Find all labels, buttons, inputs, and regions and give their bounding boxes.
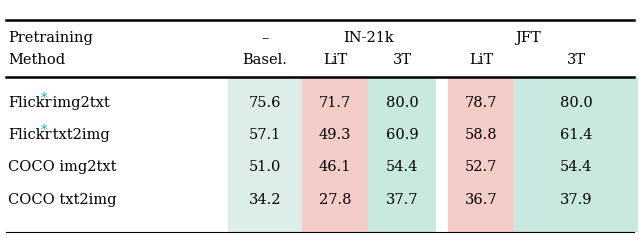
- Text: 37.9: 37.9: [560, 193, 592, 207]
- Text: 46.1: 46.1: [319, 160, 351, 174]
- Text: 36.7: 36.7: [465, 193, 497, 207]
- Bar: [302, 151, 368, 183]
- Text: –: –: [261, 31, 269, 45]
- Text: 71.7: 71.7: [319, 96, 351, 110]
- Bar: [448, 183, 514, 232]
- Text: 60.9: 60.9: [386, 128, 419, 142]
- Text: 52.7: 52.7: [465, 160, 497, 174]
- Bar: [514, 119, 638, 151]
- Text: Flickr*: Flickr*: [8, 96, 59, 110]
- Text: Method: Method: [8, 53, 65, 67]
- Bar: [448, 119, 514, 151]
- Text: Basel.: Basel.: [243, 53, 287, 67]
- Text: 58.8: 58.8: [465, 128, 497, 142]
- Text: JFT: JFT: [516, 31, 541, 45]
- Bar: [448, 151, 514, 183]
- Bar: [448, 77, 514, 119]
- Text: 80.0: 80.0: [559, 96, 593, 110]
- Text: 54.4: 54.4: [560, 160, 592, 174]
- Bar: [368, 119, 436, 151]
- Text: COCO txt2img: COCO txt2img: [8, 193, 116, 207]
- Bar: [514, 77, 638, 119]
- Bar: [368, 77, 436, 119]
- Text: 3T: 3T: [566, 53, 586, 67]
- Text: 75.6: 75.6: [249, 96, 281, 110]
- Bar: [368, 183, 436, 232]
- Text: 37.7: 37.7: [386, 193, 419, 207]
- Text: 57.1: 57.1: [249, 128, 281, 142]
- Bar: [302, 183, 368, 232]
- Text: 78.7: 78.7: [465, 96, 497, 110]
- Bar: [302, 77, 368, 119]
- Text: Flickr: Flickr: [8, 128, 52, 142]
- Text: IN-21k: IN-21k: [343, 31, 394, 45]
- Text: LiT: LiT: [469, 53, 493, 67]
- Bar: [228, 183, 302, 232]
- Text: 80.0: 80.0: [386, 96, 419, 110]
- Text: *: *: [41, 124, 47, 136]
- Text: 27.8: 27.8: [319, 193, 351, 207]
- Text: 54.4: 54.4: [386, 160, 418, 174]
- Text: 34.2: 34.2: [249, 193, 281, 207]
- Text: 3T: 3T: [392, 53, 412, 67]
- Text: Flickr: Flickr: [8, 96, 52, 110]
- Bar: [228, 119, 302, 151]
- Text: 51.0: 51.0: [249, 160, 281, 174]
- Text: img2txt: img2txt: [48, 96, 109, 110]
- Text: Pretraining: Pretraining: [8, 31, 93, 45]
- Bar: [228, 77, 302, 119]
- Text: LiT: LiT: [323, 53, 347, 67]
- Text: COCO img2txt: COCO img2txt: [8, 160, 116, 174]
- Text: 49.3: 49.3: [319, 128, 351, 142]
- Bar: [514, 183, 638, 232]
- Bar: [514, 151, 638, 183]
- Bar: [228, 151, 302, 183]
- Bar: [368, 151, 436, 183]
- Text: txt2img: txt2img: [48, 128, 109, 142]
- Bar: [302, 119, 368, 151]
- Text: Flickr*: Flickr*: [8, 128, 59, 142]
- Text: 61.4: 61.4: [560, 128, 592, 142]
- Text: *: *: [41, 91, 47, 105]
